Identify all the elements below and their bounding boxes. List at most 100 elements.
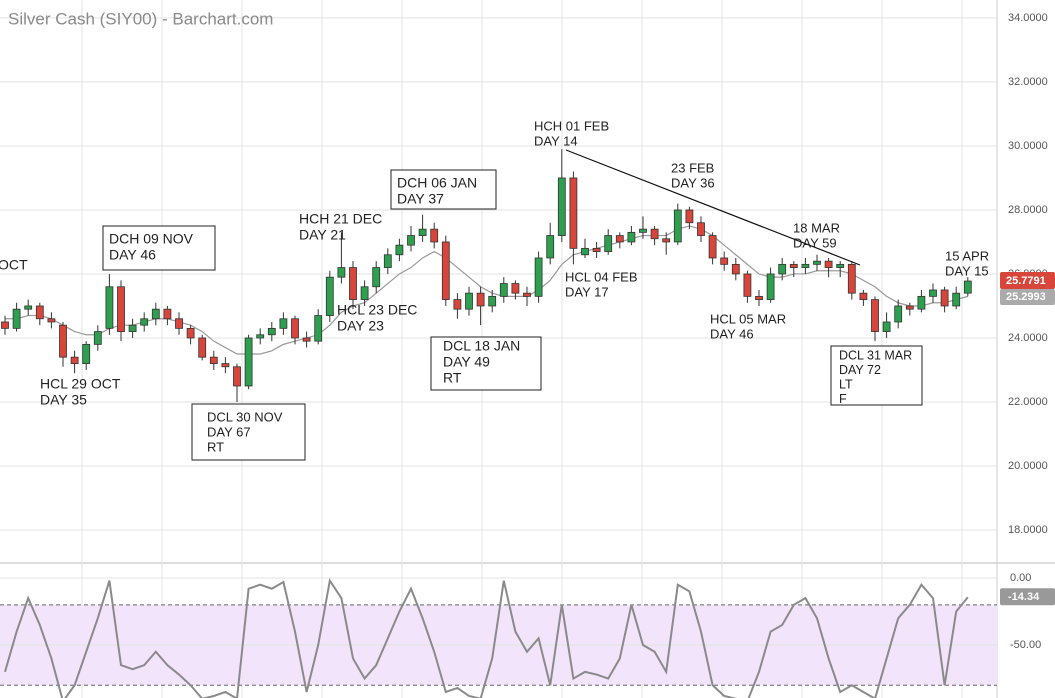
candle-body [163,308,172,320]
candle-body [267,327,276,336]
y-tick-label: -50.00 [1010,639,1041,651]
candle-body [453,299,462,310]
annotation-label: HCL 04 FEB [565,269,638,284]
candle-body [383,254,392,268]
candle-body [929,289,937,297]
candle-body [731,263,740,275]
candle-body [151,308,160,320]
annotation-label: F [839,392,847,406]
candle-body [534,257,543,297]
candle-body [360,286,369,300]
annotation-label: DAY 37 [397,191,444,207]
candle-body [337,267,346,278]
candle-body [708,235,717,259]
candle-body [882,321,891,332]
annotation-box [430,336,542,391]
annotation-label: DAY 17 [565,284,609,299]
candle-body [407,235,415,246]
annotation-box [102,225,216,271]
candle-body [256,334,265,339]
candle-body [59,324,67,358]
candle-body [627,231,636,243]
annotation-label: OCT [0,257,28,273]
annotation-label: DCL 18 JAN [443,338,520,354]
candle-body [789,263,798,268]
annotation-label: DAY 46 [109,247,156,263]
candle-body [755,295,763,300]
candle-body [685,209,694,224]
candle-body [615,235,624,243]
candle-body [302,337,311,342]
candle-body [963,280,972,294]
candle-body [639,228,647,233]
candle-body [905,305,914,310]
ma-price-label: 25.2993 [1006,291,1046,303]
annotation-label: DAY 23 [337,318,384,334]
candle-body [917,295,926,310]
candle-body [940,289,949,307]
candle-body [557,177,566,236]
candle-body [569,177,578,249]
annotation-label: RT [443,370,462,386]
candle-body [476,292,485,307]
y-tick-label: 18.0000 [1008,524,1048,536]
candle-body [175,318,183,329]
y-tick-label: 0.00 [1010,572,1031,584]
candle-body [813,260,821,265]
annotation-label: DAY 36 [671,175,715,190]
candle-body [546,235,555,259]
candle-body [743,273,752,297]
candle-body [650,228,659,240]
y-tick-label: 22.0000 [1008,396,1048,408]
candle-body [325,276,334,316]
candle-body [418,228,427,236]
candle-body [221,363,230,368]
candle-body [778,263,787,275]
annotation-label: DAY 14 [534,133,578,148]
annotation-box [830,345,923,406]
candle-body [395,244,404,256]
last-price-tag [1000,272,1055,290]
candle-body [82,343,91,364]
candle-body [105,286,114,329]
annotation-label: 18 MAR [793,220,840,235]
candle-body [871,299,879,332]
candle-body [604,235,613,252]
candle-body [12,308,21,329]
candle-body [35,305,44,320]
annotation-label: LT [839,377,853,391]
candle-body [430,228,439,243]
candle-body [523,292,531,297]
annotation-label: HCH 01 FEB [534,118,609,133]
candle-body [720,257,729,265]
indicator-value-label: -14.34 [1008,591,1040,603]
annotation-box [390,169,497,210]
annotation-label: HCL 29 OCT [40,376,121,392]
annotation-label: HCL 05 MAR [710,311,786,326]
annotation-label: 23 FEB [671,160,714,175]
candle-body [766,273,775,300]
annotation-label: HCH 21 DEC [299,211,382,227]
candle-body [952,292,961,307]
candle-body [488,295,497,307]
candle-body [47,318,56,323]
annotation-label: DCH 09 NOV [109,231,194,247]
annotation-label: DCL 31 MAR [839,348,912,362]
annotation-label: DAY 15 [945,263,989,278]
candle-body [592,247,601,252]
candle-body [279,318,288,329]
candle-body [291,318,299,339]
y-tick-label: 20.0000 [1008,460,1048,472]
annotation-label: DAY 49 [443,354,490,370]
candle-body [233,366,241,387]
candle-body [198,337,207,358]
indicator-line [4,578,969,698]
candle-body [499,283,508,297]
trend-line [565,149,861,266]
candle-body [859,292,868,300]
candle-body [581,247,589,256]
annotation-label: DAY 35 [40,392,87,408]
candle-body [186,327,195,339]
annotation-label: DAY 67 [207,424,251,439]
